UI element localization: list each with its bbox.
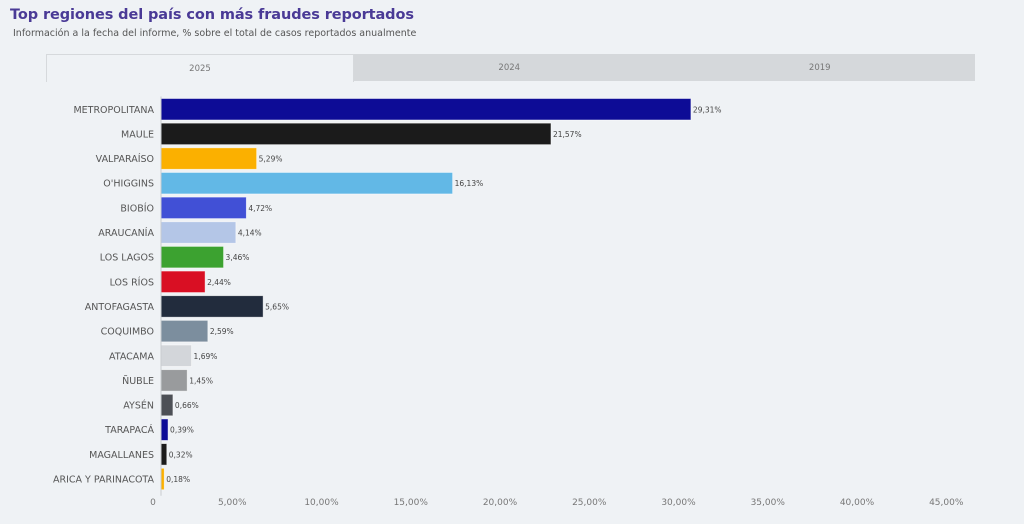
x-axis-ticks: 0 5,00% 10,00% 15,00% 20,00% 25,00% 30,00% 35,0…	[150, 96, 964, 508]
value-label: 16,13%	[455, 179, 484, 188]
tab-2025[interactable]: 2025	[46, 54, 354, 82]
bar[interactable]	[160, 147, 258, 170]
tab-2024[interactable]: 2024	[354, 54, 665, 81]
x-tick-label: 0	[150, 498, 156, 508]
value-label: 3,46%	[226, 253, 250, 262]
category-label: LOS LAGOS	[100, 253, 154, 264]
bar[interactable]	[160, 295, 264, 318]
category-label: ÑUBLE	[122, 376, 154, 387]
bars-group	[160, 98, 692, 491]
value-label: 0,18%	[166, 475, 190, 484]
category-label: ANTOFAGASTA	[85, 302, 155, 313]
category-label: MAULE	[121, 129, 154, 140]
x-tick-label: 20,00%	[483, 498, 518, 508]
value-label: 0,66%	[175, 401, 199, 410]
tab-2019[interactable]: 2019	[664, 54, 975, 81]
x-tick-label: 25,00%	[572, 498, 607, 508]
category-label: BIOBÍO	[120, 202, 154, 214]
category-label: LOS RÍOS	[110, 276, 154, 288]
value-label: 2,59%	[210, 327, 234, 336]
bar[interactable]	[160, 98, 692, 121]
value-label: 4,72%	[248, 204, 272, 213]
bar[interactable]	[160, 221, 237, 244]
bar[interactable]	[160, 393, 174, 417]
value-label: 0,39%	[170, 426, 194, 435]
category-label: COQUIMBO	[101, 327, 154, 338]
chart-subtitle: Información a la fecha del informe, % so…	[13, 28, 417, 39]
category-label: MAGALLANES	[89, 450, 154, 461]
bar[interactable]	[160, 418, 169, 441]
category-labels: METROPOLITANA MAULE VALPARAÍSO O'HIGGINS BIO…	[53, 105, 155, 486]
x-tick-label: 40,00%	[840, 498, 875, 508]
value-label: 4,14%	[238, 229, 262, 238]
value-label: 5,65%	[265, 302, 289, 311]
category-label: O'HIGGINS	[103, 179, 154, 190]
category-label: TARAPACÁ	[104, 424, 154, 436]
value-label: 5,29%	[259, 155, 283, 164]
category-label: ATACAMA	[109, 351, 154, 362]
value-labels: 29,31% 21,57% 5,29% 16,13% 4,72% 4,14% 3,46% 2,…	[166, 105, 721, 484]
value-label: 2,44%	[207, 278, 231, 287]
bar[interactable]	[160, 319, 209, 343]
x-tick-label: 5,00%	[218, 498, 247, 508]
bar[interactable]	[160, 270, 206, 293]
year-tabs: 2025 2024 2019	[46, 54, 975, 82]
category-label: ARAUCANÍA	[98, 227, 154, 239]
value-label: 29,31%	[693, 105, 722, 114]
bar[interactable]	[160, 344, 192, 367]
bar[interactable]	[160, 245, 224, 269]
value-label: 0,32%	[169, 450, 193, 459]
value-label: 1,45%	[189, 376, 213, 385]
bar[interactable]	[160, 196, 247, 220]
x-tick-label: 35,00%	[751, 498, 786, 508]
bar[interactable]	[160, 443, 168, 466]
category-label: METROPOLITANA	[73, 105, 154, 116]
value-label: 1,69%	[194, 352, 218, 361]
category-label: ARICA Y PARINACOTA	[53, 475, 155, 486]
bar[interactable]	[160, 172, 454, 195]
bar[interactable]	[160, 369, 188, 392]
x-tick-label: 15,00%	[394, 498, 429, 508]
chart-title: Top regiones del país con más fraudes re…	[10, 7, 414, 23]
x-tick-label: 30,00%	[661, 498, 696, 508]
x-tick-label: 45,00%	[929, 498, 964, 508]
category-label: VALPARAÍSO	[96, 153, 154, 165]
bar[interactable]	[160, 122, 552, 146]
value-label: 21,57%	[553, 130, 582, 139]
category-label: AYSÉN	[123, 400, 154, 412]
x-tick-label: 10,00%	[304, 498, 339, 508]
